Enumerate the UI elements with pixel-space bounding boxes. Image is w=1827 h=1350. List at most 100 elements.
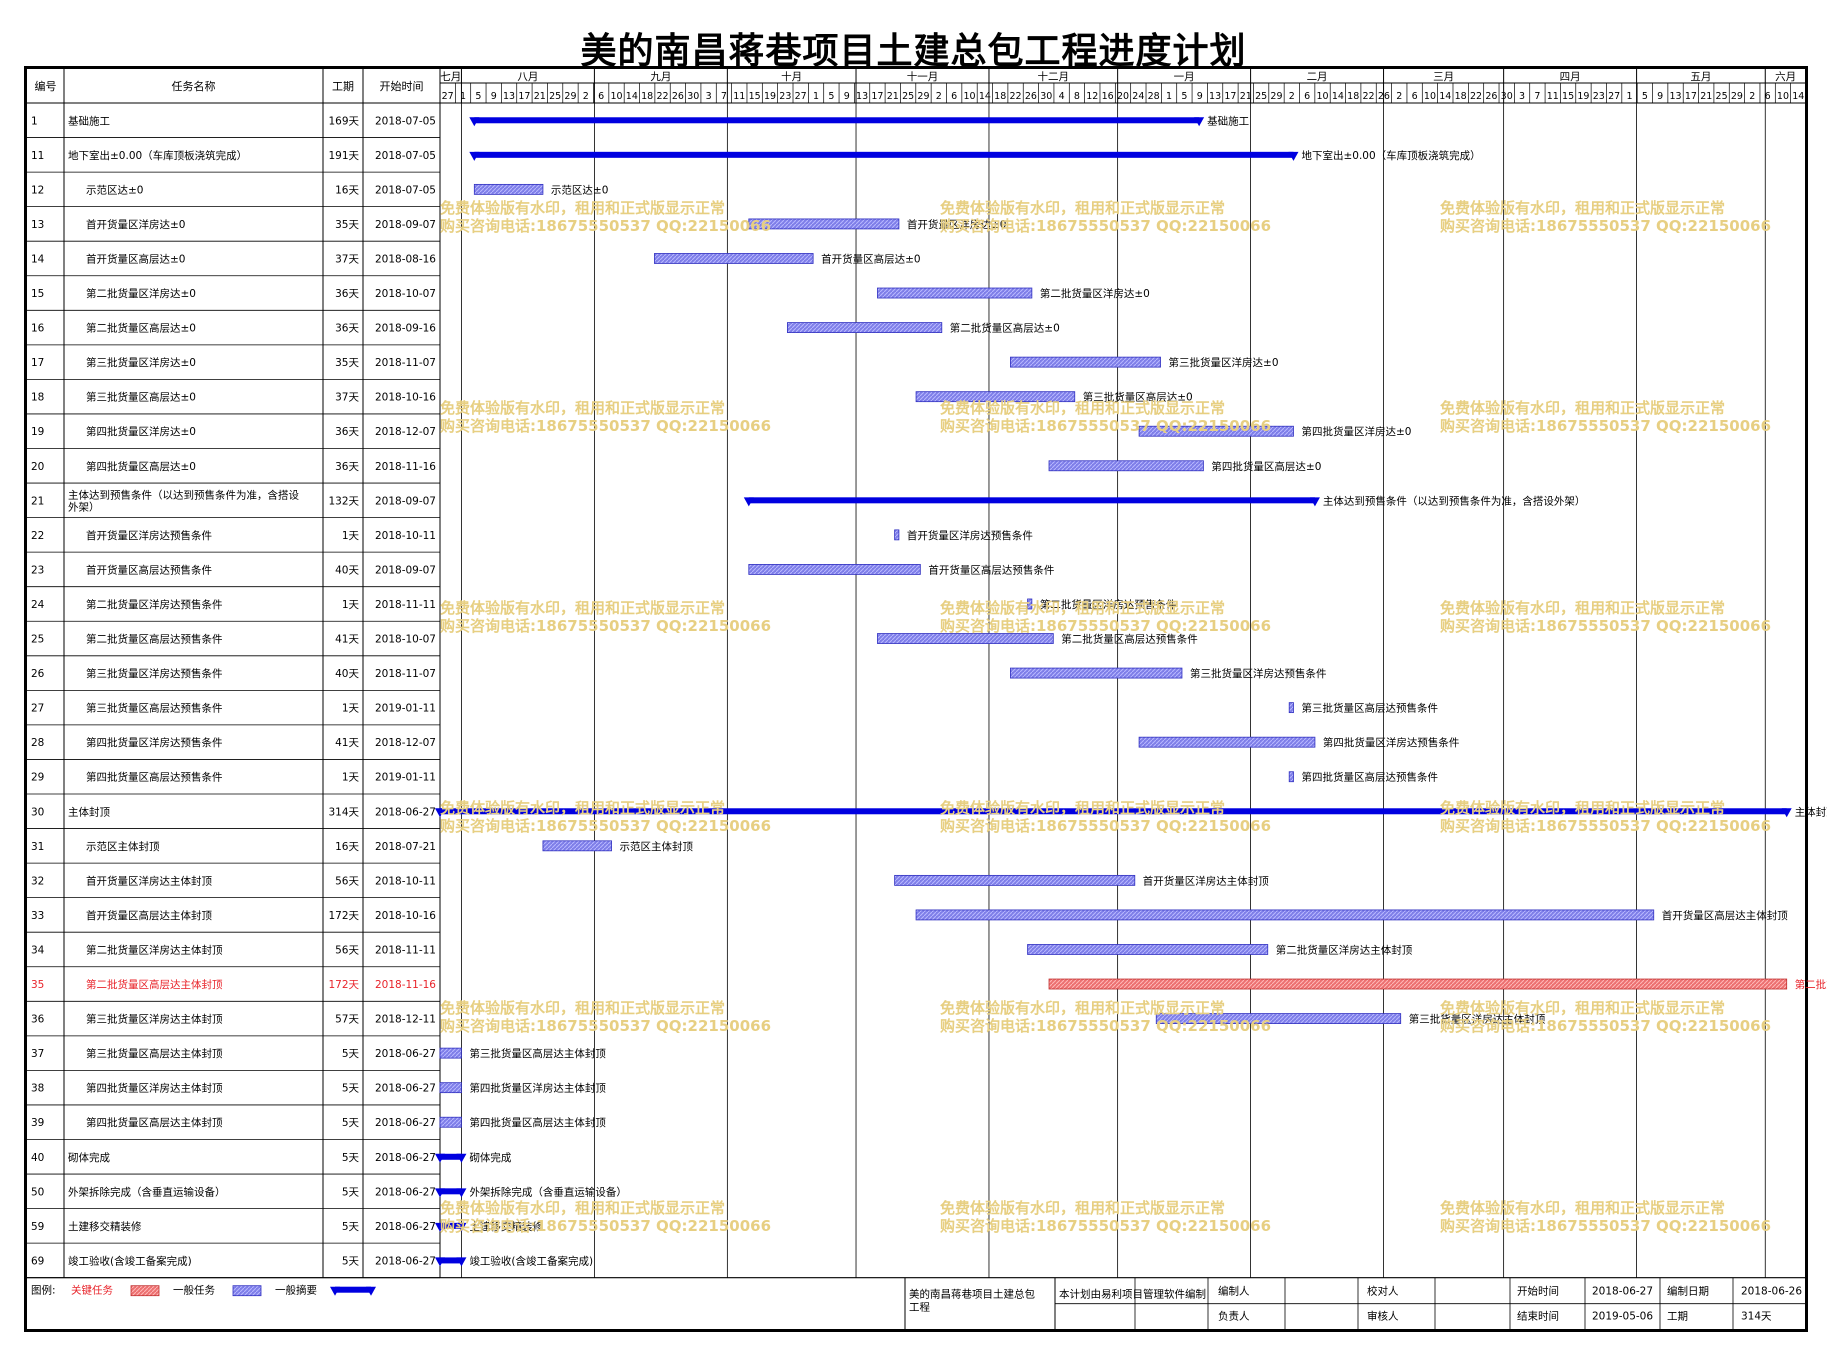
task-duration: 5天 [342,1221,360,1233]
summary-end-marker [1781,808,1792,818]
watermark-line1: 免费体验版有水印，租用和正式版显示正常 [940,799,1225,817]
watermark-line2: 购买咨询电话:18675550537 QQ:22150066 [940,417,1271,435]
bar-label: 地下室出±0.00（车库顶板浇筑完成） [1301,149,1480,162]
task-start: 2018-08-16 [375,253,436,265]
task-start: 2018-11-11 [375,599,436,611]
bar-label: 示范区主体封顶 [620,840,694,853]
task-start: 2018-10-07 [375,288,436,300]
task-id: 23 [31,564,44,576]
task-bar [1288,702,1294,714]
task-name: 第二批货量区洋房达±0 [86,287,196,300]
day-label: 1 [813,91,819,102]
task-name: 示范区主体封顶 [86,840,160,853]
day-label: 25 [1716,91,1728,102]
bar-label: 第三批货量区洋房达主体封顶 [1409,1013,1546,1026]
task-start: 2018-10-16 [375,910,436,922]
summary-end-marker [1309,497,1320,507]
day-label: 19 [1577,91,1589,102]
task-name: 基础施工 [68,114,110,127]
task-id: 33 [31,910,44,922]
task-id: 69 [31,1255,44,1267]
task-name: 第二批货量区洋房达预售条件 [86,598,223,611]
task-name: 第四批货量区高层达±0 [86,460,196,473]
legend-critical-swatch [130,1285,160,1297]
task-duration: 191天 [328,150,359,162]
bar-label: 第三批货量区洋房达±0 [1169,356,1279,369]
bar-label: 第三批货量区高层达主体封顶 [469,1047,606,1060]
watermark-line2: 购买咨询电话:18675550537 QQ:22150066 [940,817,1271,835]
watermark-line2: 购买咨询电话:18675550537 QQ:22150066 [1440,217,1771,235]
task-start: 2018-06-27 [375,1048,436,1060]
task-bar [1027,944,1269,955]
day-label: 12 [1086,91,1098,102]
day-label: 26 [1485,91,1497,102]
bar-label: 竣工验收(含竣工备案完成) [469,1254,593,1267]
task-start: 2019-01-11 [375,703,436,715]
day-label: 16 [1102,91,1114,102]
task-id: 15 [31,288,44,300]
day-label: 22 [1010,91,1022,102]
day-label: 29 [1731,91,1743,102]
day-label: 28 [1148,91,1160,102]
bar-label: 第二批货量区高层达预售条件 [1061,633,1198,646]
task-id: 37 [31,1048,44,1060]
watermark-line1: 免费体验版有水印，租用和正式版显示正常 [940,199,1225,217]
summary-end-marker [456,1153,467,1163]
task-duration: 1天 [342,599,360,611]
day-label: 29 [1270,91,1282,102]
watermark-line2: 购买咨询电话:18675550537 QQ:22150066 [940,217,1271,235]
task-bar [894,874,1136,886]
day-label: 19 [764,91,776,102]
task-name: 第三批货量区高层达±0 [86,391,196,404]
day-label: 1 [460,91,466,102]
header-duration: 工期 [332,80,354,93]
day-label: 2 [583,91,589,102]
day-label: 22 [1363,91,1375,102]
task-id: 12 [31,184,44,196]
bar-label: 第二批货量区洋房达±0 [1040,287,1150,300]
day-label: 29 [917,91,929,102]
day-label: 13 [1209,91,1221,102]
task-name: 第三批货量区洋房达预售条件 [86,667,223,680]
page-title: 美的南昌蒋巷项目土建总包工程进度计划 [580,30,1247,72]
watermark-line2: 购买咨询电话:18675550537 QQ:22150066 [940,1217,1271,1235]
summary-start-marker [435,1222,445,1232]
task-start: 2018-12-11 [375,1014,436,1026]
task-duration: 41天 [335,737,359,749]
day-label: 30 [1501,91,1513,102]
footer-reviewer: 审核人 [1367,1310,1399,1323]
bar-label: 第二批货量区高层达±0 [950,322,1060,335]
day-label: 3 [1519,91,1525,102]
day-label: 8 [1074,91,1080,102]
day-label: 21 [1700,91,1712,102]
summary-start-marker [469,117,480,127]
day-label: 15 [749,91,761,102]
watermark-line2: 购买咨询电话:18675550537 QQ:22150066 [940,617,1271,635]
bar-label: 基础施工 [1207,114,1249,127]
task-name: 第二批货量区高层达主体封顶 [86,978,223,991]
task-start: 2018-06-27 [375,1117,436,1129]
task-bar [439,1047,462,1059]
bar-label: 第三批货量区高层达预售条件 [1301,702,1438,715]
day-label: 5 [1642,91,1648,102]
gantt-frame [24,66,1808,1332]
day-label: 2 [1289,91,1295,102]
task-start: 2018-10-11 [375,875,436,887]
task-id: 22 [31,530,44,542]
task-bar [877,633,1054,644]
task-name: 第三批货量区洋房达主体封顶 [86,1013,223,1026]
watermark-line2: 购买咨询电话:18675550537 QQ:22150066 [1440,817,1771,835]
task-duration: 36天 [335,288,359,300]
bar-label: 第四批货量区洋房达主体封顶 [469,1082,606,1095]
watermark-line2: 购买咨询电话:18675550537 QQ:22150066 [440,817,771,835]
day-label: 26 [1378,91,1390,102]
day-label: 10 [1316,91,1328,102]
task-start: 2018-12-07 [375,737,436,749]
day-label: 6 [1304,91,1310,102]
day-label: 3 [706,91,712,102]
day-label: 17 [1685,91,1697,102]
task-bar [1288,771,1294,783]
task-name: 首开货量区洋房达预售条件 [86,529,212,542]
bar-label: 土建移交精装修 [469,1220,543,1233]
task-name: 首开货量区洋房达±0 [86,218,185,231]
